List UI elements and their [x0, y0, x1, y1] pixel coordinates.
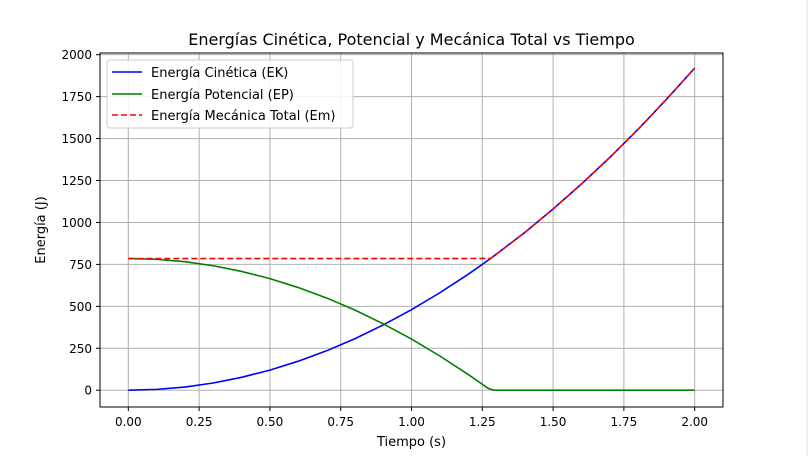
y-tick-label: 500	[69, 300, 92, 314]
y-tick-label: 250	[69, 342, 92, 356]
tick-layer: 0.00 0.25 0.50 0.75 1.00 1.25 1.50 1.75 2.00 0 250…	[61, 48, 708, 429]
legend-label-em: Energía Mecánica Total (Em)	[151, 109, 335, 124]
y-tick-label: 1750	[61, 90, 92, 104]
x-tick-label: 1.75	[611, 415, 638, 429]
y-tick-label: 750	[69, 258, 92, 272]
legend-label-ep: Energía Potencial (EP)	[151, 88, 294, 103]
series-line-em	[128, 67, 696, 260]
x-tick-label: 1.50	[540, 415, 567, 429]
y-tick-label: 2000	[61, 48, 92, 62]
y-tick-label: 0	[84, 384, 92, 398]
y-tick-label: 1250	[61, 174, 92, 188]
x-tick-label: 0.25	[186, 415, 213, 429]
x-tick-label: 0.75	[327, 415, 354, 429]
y-tick-label: 1500	[61, 132, 92, 146]
legend-label-ek: Energía Cinética (EK)	[151, 66, 288, 81]
y-tick-label: 1000	[61, 216, 92, 230]
x-tick-label: 1.00	[398, 415, 425, 429]
window-edge	[806, 0, 808, 457]
series-layer	[128, 67, 696, 392]
chart-title: Energías Cinética, Potencial y Mecánica …	[188, 30, 635, 49]
legend: Energía Cinética (EK) Energía Potencial …	[106, 59, 354, 129]
legend-box	[106, 59, 354, 129]
x-axis-label: Tiempo (s)	[376, 435, 446, 450]
grid-layer	[100, 53, 723, 407]
x-tick-label: 1.25	[469, 415, 496, 429]
x-tick-label: 0.00	[115, 415, 142, 429]
x-tick-label: 2.00	[681, 415, 708, 429]
y-axis-label: Energía (J)	[34, 196, 49, 264]
series-line-ep	[128, 257, 695, 392]
x-tick-label: 0.50	[257, 415, 284, 429]
